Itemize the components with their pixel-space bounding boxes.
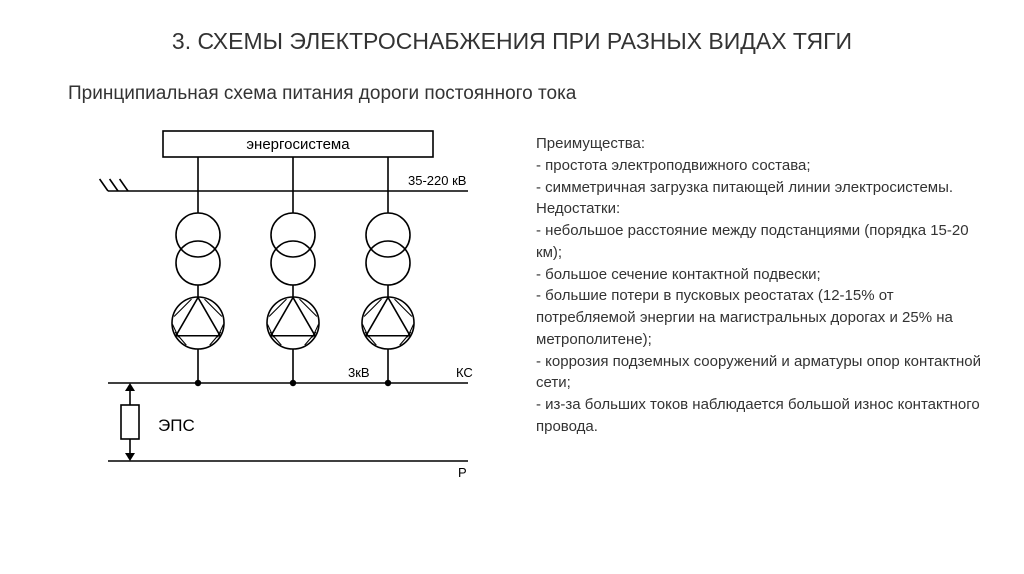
advantage-item: - простота электроподвижного состава; — [536, 155, 984, 177]
svg-text:ЭПС: ЭПС — [158, 416, 195, 435]
disadvantage-item: - большое сечение контактной подвески; — [536, 264, 984, 286]
disadvantage-item: - из-за больших токов наблюдается большо… — [536, 394, 984, 438]
subtitle: Принципиальная схема питания дороги пост… — [0, 55, 1024, 105]
svg-text:Р: Р — [458, 465, 467, 480]
svg-text:3кВ: 3кВ — [348, 365, 370, 380]
disadvantages-heading: Недостатки: — [536, 198, 984, 220]
disadvantage-item: - небольшое расстояние между подстанциям… — [536, 220, 984, 264]
content-row: энергосистема 35-220 кВ 3кВ КС ЭПС Р Преимуще… — [0, 105, 1024, 513]
disadvantage-item: - большие потери в пусковых реостатах (1… — [536, 285, 984, 350]
advantages-heading: Преимущества: — [536, 133, 984, 155]
power-supply-diagram: энергосистема 35-220 кВ 3кВ КС ЭПС Р — [68, 123, 508, 513]
svg-text:КС: КС — [456, 365, 473, 380]
page-title: 3. СХЕМЫ ЭЛЕКТРОСНАБЖЕНИЯ ПРИ РАЗНЫХ ВИД… — [0, 0, 1024, 55]
disadvantage-item: - коррозия подземных сооружений и армату… — [536, 351, 984, 395]
text-column: Преимущества: - простота электроподвижно… — [508, 123, 984, 513]
svg-text:35-220 кВ: 35-220 кВ — [408, 173, 466, 188]
svg-text:энергосистема: энергосистема — [246, 136, 350, 153]
advantages-list: - простота электроподвижного состава;- с… — [536, 155, 984, 199]
diagram-area: энергосистема 35-220 кВ 3кВ КС ЭПС Р — [68, 123, 508, 513]
disadvantages-list: - небольшое расстояние между подстанциям… — [536, 220, 984, 438]
advantage-item: - симметричная загрузка питающей линии э… — [536, 177, 984, 199]
